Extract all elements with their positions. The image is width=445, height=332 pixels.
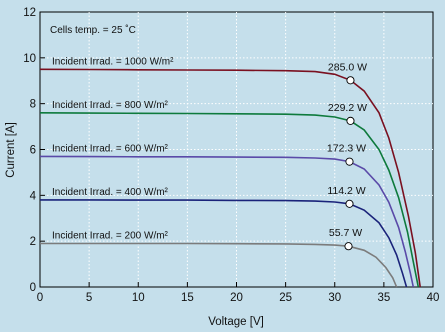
power-label-4: 55.7 W: [329, 227, 362, 239]
power-label-3: 114.2 W: [327, 185, 365, 197]
series-line-0: [39, 68, 421, 288]
mpp-marker-1: [346, 116, 355, 125]
grid: [40, 12, 433, 287]
mpp-marker-4: [344, 242, 353, 251]
y-tick-label-0: 0: [30, 282, 36, 294]
x-tick-label-5: 25: [279, 292, 292, 304]
series-label-3: Incident Irrad. = 400 W/m²: [52, 187, 169, 198]
x-tick-label-0: 0: [37, 292, 43, 304]
power-label-0: 285.0 W: [328, 61, 367, 73]
mpp-marker-3: [345, 199, 354, 208]
y-tick-label-4: 8: [30, 99, 36, 111]
y-axis-label: Current [A]: [5, 122, 17, 178]
series-group: Incident Irrad. = 1000 W/m² 285.0 W Incide…: [39, 56, 421, 288]
axis-ticks: 0 5 10 15 20 25 30 35 40 0 2 4 6 8 10 12: [23, 7, 439, 304]
series-label-1: Incident Irrad. = 800 W/m²: [52, 100, 169, 111]
power-label-2: 172.3 W: [327, 143, 366, 155]
series-label-2: Incident Irrad. = 600 W/m²: [52, 143, 169, 154]
x-tick-label-3: 15: [181, 292, 194, 304]
x-tick-label-7: 35: [377, 292, 390, 304]
mpp-marker-0: [346, 76, 355, 85]
x-tick-label-4: 20: [230, 292, 243, 304]
series-line-1: [39, 112, 420, 288]
power-label-1: 229.2 W: [328, 102, 367, 114]
series-line-4: [40, 242, 398, 288]
y-tick-label-1: 2: [30, 236, 36, 248]
x-tick-label-1: 5: [86, 292, 92, 304]
series-line-2: [39, 155, 415, 288]
x-tick-label-6: 30: [328, 292, 341, 304]
mpp-marker-2: [345, 157, 354, 166]
y-tick-label-3: 6: [30, 145, 36, 157]
y-tick-label-2: 4: [30, 190, 37, 202]
y-tick-label-5: 10: [23, 53, 36, 65]
y-tick-label-6: 12: [23, 7, 36, 19]
series-label-0: Incident Irrad. = 1000 W/m²: [52, 56, 174, 67]
x-tick-label-8: 40: [427, 292, 440, 304]
annotation-cells-temp: Cells temp. = 25 ˚C: [50, 24, 136, 36]
series-line-3: [40, 199, 408, 288]
x-axis-label: Voltage [V]: [208, 316, 264, 328]
series-label-4: Incident Irrad. = 200 W/m²: [52, 230, 169, 241]
x-tick-label-2: 10: [132, 292, 145, 304]
